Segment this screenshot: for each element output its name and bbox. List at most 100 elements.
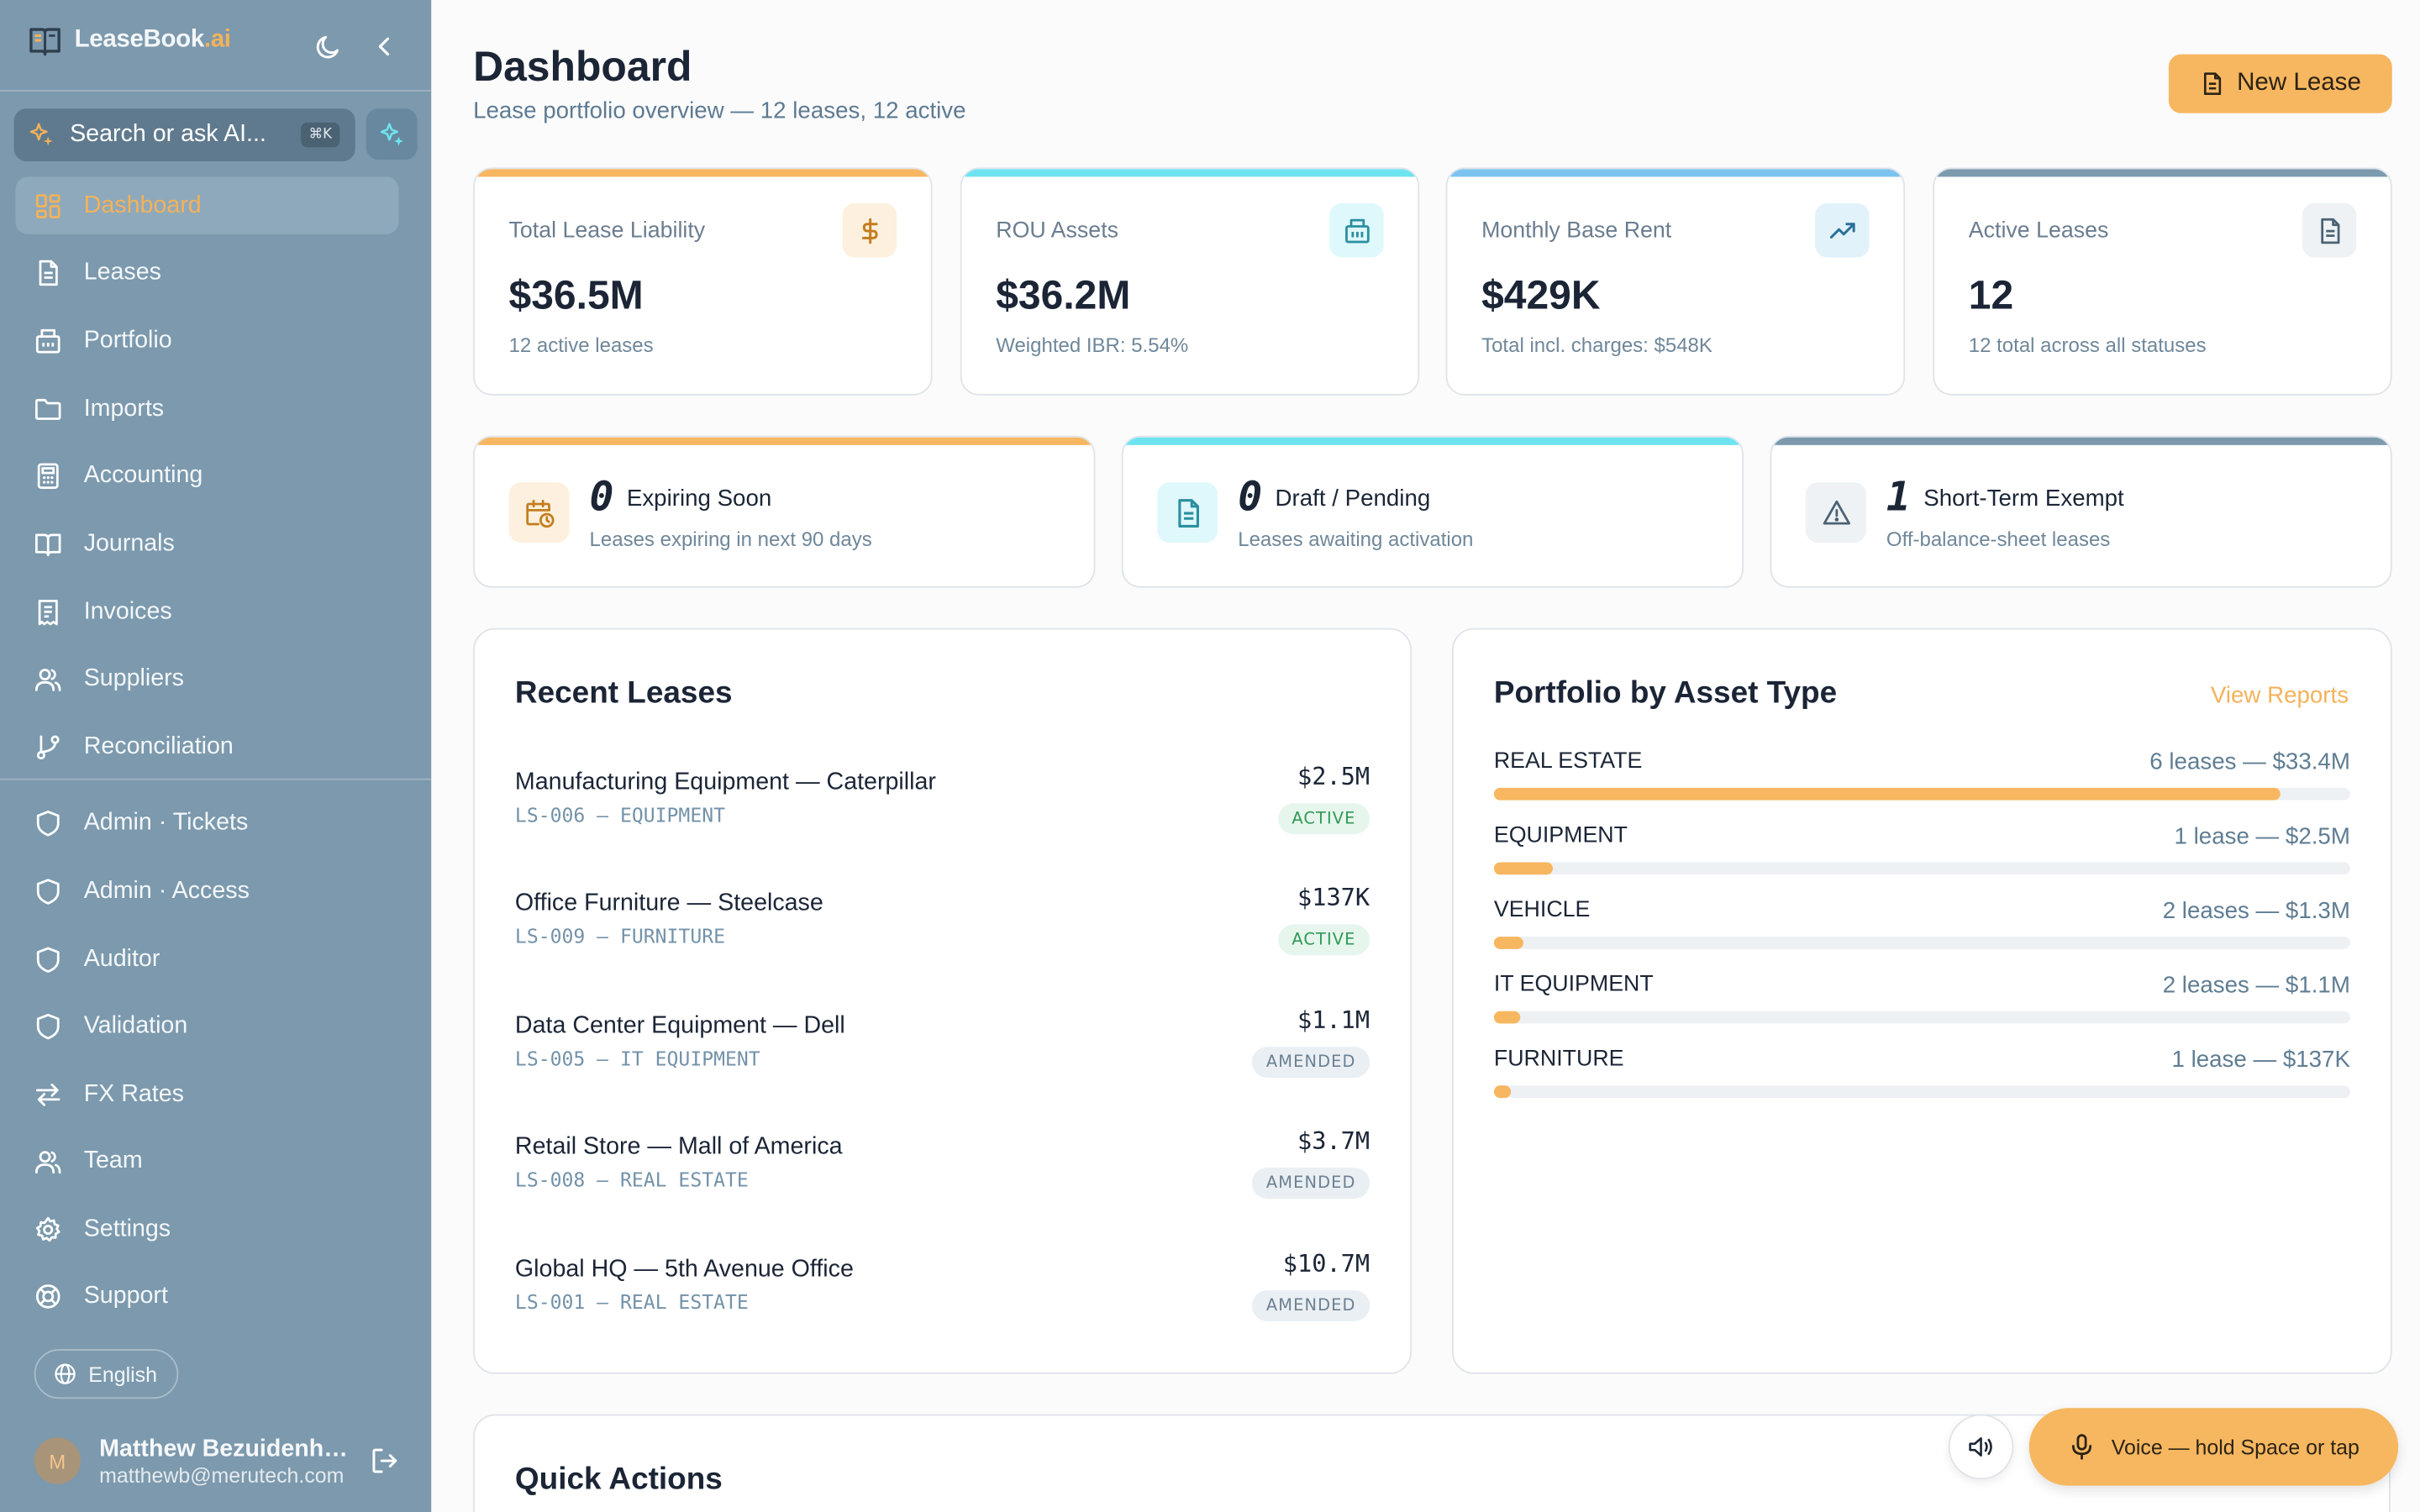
sidebar-item-suppliers[interactable]: Suppliers — [15, 650, 398, 707]
new-lease-button[interactable]: New Lease — [2168, 54, 2392, 113]
sidebar-divider — [0, 90, 432, 92]
progress-fill — [1493, 1085, 1512, 1099]
sidebar-item-reconciliation[interactable]: Reconciliation — [15, 718, 398, 775]
lease-row[interactable]: Office Furniture — Steelcase LS-009 — FU… — [514, 884, 1370, 984]
sidebar-item-label: Team — [83, 1147, 143, 1173]
mini-card-expiring-soon[interactable]: 0 Expiring Soon Leases expiring in next … — [473, 435, 1096, 588]
lease-row[interactable]: Global HQ — 5th Avenue Office LS-001 — R… — [514, 1250, 1370, 1349]
language-selector[interactable]: English — [34, 1349, 179, 1399]
stat-value: $36.5M — [508, 271, 644, 318]
git-branch-icon — [36, 734, 60, 759]
sidebar-item-label: Admin · Tickets — [83, 808, 249, 836]
sidebar-item-label: Imports — [83, 394, 165, 422]
stat-label: Active Leases — [1968, 218, 2109, 244]
sidebar-item-auditor[interactable]: Auditor — [15, 931, 398, 988]
collapse-sidebar-icon[interactable] — [369, 31, 400, 62]
sidebar-item-team[interactable]: Team — [15, 1132, 398, 1189]
users-icon — [34, 668, 61, 690]
shield-icon — [36, 946, 60, 973]
asset-name: FURNITURE — [1493, 1047, 1624, 1072]
sidebar-item-validation[interactable]: Validation — [15, 997, 398, 1054]
sidebar-item-label: Reconciliation — [83, 732, 234, 759]
sidebar-item-leases[interactable]: Leases — [15, 244, 398, 301]
voice-button[interactable]: Voice — hold Space or tap — [2028, 1408, 2399, 1486]
speaker-button[interactable] — [1948, 1414, 2014, 1480]
main-content: Dashboard Lease portfolio overview — 12 … — [431, 0, 2420, 1512]
accent-bar — [474, 169, 931, 177]
book-logo-icon — [29, 28, 60, 56]
user-email: matthewb@merutech.com — [99, 1462, 345, 1487]
accent-bar — [961, 169, 1418, 177]
arrows-icon — [35, 1083, 60, 1105]
sidebar-item-dashboard[interactable]: Dashboard — [15, 176, 399, 234]
mini-subtitle: Leases expiring in next 90 days — [589, 527, 872, 551]
search-button[interactable]: Search or ask AI... ⌘K — [13, 108, 355, 161]
sidebar-item-accounting[interactable]: Accounting — [15, 447, 398, 504]
sidebar-item-admin-tickets[interactable]: Admin · Tickets — [15, 794, 398, 851]
stat-label: Total Lease Liability — [508, 218, 706, 244]
sidebar-item-label: FX Rates — [83, 1079, 184, 1107]
receipt-icon — [38, 599, 58, 625]
progress-fill — [1493, 937, 1523, 949]
language-label: English — [88, 1362, 157, 1386]
lease-row[interactable]: Retail Store — Mall of America LS-008 — … — [514, 1127, 1370, 1227]
new-lease-label: New Lease — [2237, 70, 2361, 97]
building-icon — [1329, 202, 1384, 258]
sidebar-item-invoices[interactable]: Invoices — [15, 583, 398, 640]
sidebar-item-journals[interactable]: Journals — [15, 515, 398, 572]
avatar: M — [34, 1437, 81, 1484]
lease-amount: $10.7M — [1282, 1250, 1370, 1278]
lease-row[interactable]: Data Center Equipment — Dell LS-005 — IT… — [514, 1006, 1370, 1106]
mini-card-draft-pending[interactable]: 0 Draft / Pending Leases awaiting activa… — [1121, 435, 1744, 588]
sparkle-icon — [379, 122, 403, 145]
mini-card-short-term-exempt[interactable]: 1 Short-Term Exempt Off-balance-sheet le… — [1770, 435, 2392, 588]
sidebar-item-support[interactable]: Support — [15, 1267, 398, 1324]
panel-title: Quick Actions — [514, 1462, 723, 1497]
sidebar-item-fx-rates[interactable]: FX Rates — [15, 1065, 398, 1122]
book-icon — [34, 533, 61, 556]
ai-assistant-button[interactable] — [366, 108, 418, 160]
sidebar-item-settings[interactable]: Settings — [15, 1200, 398, 1257]
mini-title: Draft / Pending — [1275, 485, 1431, 512]
sidebar-item-portfolio[interactable]: Portfolio — [15, 312, 398, 369]
lifebuoy-icon — [35, 1284, 60, 1308]
brand[interactable]: LeaseBook.ai — [28, 22, 231, 59]
mini-count: 0 — [589, 474, 614, 522]
sidebar-item-admin-access[interactable]: Admin · Access — [15, 862, 398, 919]
sparkle-icon — [29, 123, 53, 146]
mini-count: 1 — [1886, 474, 1911, 522]
shield-icon — [36, 1012, 60, 1039]
panel-title: Recent Leases — [514, 675, 733, 711]
file-icon — [39, 259, 58, 286]
moon-icon[interactable] — [313, 31, 345, 62]
stat-note: Weighted IBR: 5.54% — [996, 333, 1189, 357]
asset-value: 2 leases — $1.1M — [2162, 972, 2350, 999]
user-name: Matthew Bezuidenhout — [99, 1435, 351, 1462]
stat-card-total-liability: Total Lease Liability $36.5M 12 active l… — [473, 167, 933, 396]
mini-title: Expiring Soon — [626, 485, 772, 512]
logout-icon[interactable] — [369, 1446, 400, 1477]
lease-code: LS-008 — REAL ESTATE — [514, 1168, 749, 1191]
status-badge: ACTIVE — [1277, 803, 1370, 835]
lease-amount: $3.7M — [1297, 1127, 1370, 1156]
sidebar-item-label: Admin · Access — [83, 877, 250, 904]
accent-bar — [1934, 169, 2391, 177]
lease-name: Manufacturing Equipment — Caterpillar — [514, 769, 936, 796]
stat-label: ROU Assets — [996, 218, 1119, 244]
lease-name: Global HQ — 5th Avenue Office — [514, 1256, 854, 1283]
status-badge: AMENDED — [1252, 1168, 1370, 1200]
lease-row[interactable]: Manufacturing Equipment — Caterpillar LS… — [514, 763, 1370, 863]
lease-name: Data Center Equipment — Dell — [514, 1012, 845, 1039]
user-profile[interactable]: M Matthew Bezuidenhout matthewb@merutech… — [34, 1430, 407, 1492]
calculator-icon — [37, 462, 59, 489]
lease-amount: $1.1M — [1297, 1006, 1370, 1035]
globe-icon — [55, 1363, 76, 1384]
sidebar-item-imports[interactable]: Imports — [15, 380, 398, 437]
lease-code: LS-006 — EQUIPMENT — [514, 803, 726, 827]
view-reports-link[interactable]: View Reports — [2210, 682, 2349, 709]
asset-value: 2 leases — $1.3M — [2162, 897, 2350, 925]
sidebar-item-label: Dashboard — [83, 192, 202, 218]
users-icon — [34, 1150, 61, 1173]
lease-name: Office Furniture — Steelcase — [514, 890, 823, 917]
stat-card-monthly-rent: Monthly Base Rent $429K Total incl. char… — [1445, 167, 1906, 396]
